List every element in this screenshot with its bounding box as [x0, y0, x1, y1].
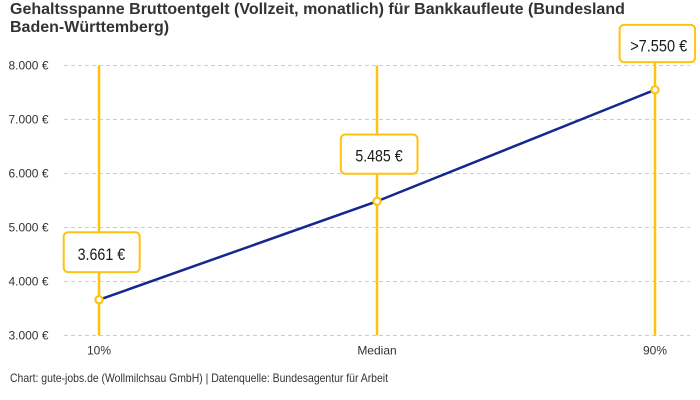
svg-text:8.000 €: 8.000 € [8, 58, 48, 72]
svg-text:Chart: gute-jobs.de (Wollmilch: Chart: gute-jobs.de (Wollmilchsau GmbH) … [10, 371, 389, 385]
svg-text:>7.550 €: >7.550 € [630, 37, 687, 55]
svg-text:Median: Median [357, 344, 396, 358]
svg-text:5.000 €: 5.000 € [8, 220, 48, 234]
svg-text:6.000 €: 6.000 € [8, 166, 48, 180]
svg-text:90%: 90% [643, 344, 667, 358]
svg-text:5.485 €: 5.485 € [355, 147, 402, 165]
svg-text:3.661 €: 3.661 € [78, 246, 126, 264]
svg-text:4.000 €: 4.000 € [8, 274, 48, 288]
svg-text:3.000 €: 3.000 € [8, 328, 48, 342]
svg-text:7.000 €: 7.000 € [8, 112, 48, 126]
svg-text:10%: 10% [87, 344, 111, 358]
